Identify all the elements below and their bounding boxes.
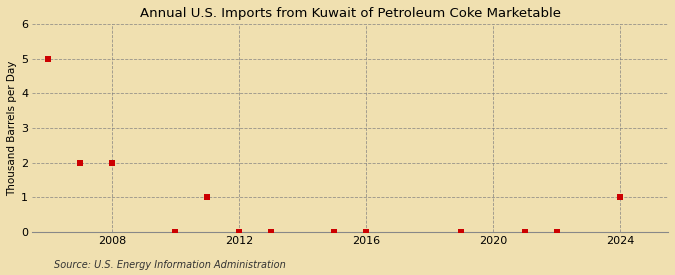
Point [520, 230, 531, 234]
Point [170, 230, 181, 234]
Point [456, 230, 467, 234]
Point [234, 230, 244, 234]
Point [265, 230, 276, 234]
Point [615, 195, 626, 199]
Point [551, 230, 562, 234]
Point [43, 56, 54, 61]
Point [107, 160, 117, 165]
Point [360, 230, 371, 234]
Title: Annual U.S. Imports from Kuwait of Petroleum Coke Marketable: Annual U.S. Imports from Kuwait of Petro… [140, 7, 561, 20]
Point [202, 195, 213, 199]
Y-axis label: Thousand Barrels per Day: Thousand Barrels per Day [7, 60, 17, 196]
Point [329, 230, 340, 234]
Text: Source: U.S. Energy Information Administration: Source: U.S. Energy Information Administ… [54, 260, 286, 270]
Point [75, 160, 86, 165]
